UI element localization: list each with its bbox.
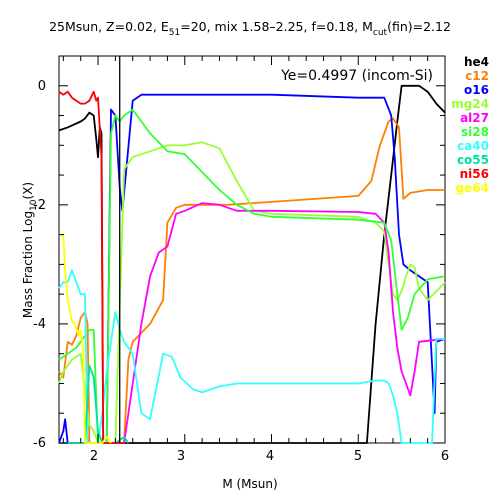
legend-entry: mg24	[451, 97, 489, 111]
legend-entry: ni56	[460, 167, 489, 181]
series-line-ge64	[59, 233, 112, 444]
legend: he4 c12 o16 mg24 al27 si28 ca40 co55 ni5…	[451, 55, 489, 195]
chart-title: 25Msun, Z=0.02, E51=20, mix 1.58–2.25, f…	[49, 19, 451, 38]
legend-entry: ca40	[457, 139, 489, 153]
x-axis-label: M (Msun)	[222, 477, 277, 491]
legend-entry: c12	[465, 69, 489, 83]
x-tick-label: 5	[354, 449, 362, 464]
legend-entry: ge64	[456, 181, 489, 195]
x-tick-label: 6	[441, 449, 449, 464]
y-tick-label: -4	[33, 317, 46, 332]
series-line-al27	[59, 202, 446, 444]
y-tick-label: -2	[33, 198, 46, 213]
series-line-si28	[58, 108, 446, 444]
ye-annotation: Ye=0.4997 (incom-Si)	[280, 68, 433, 84]
series-line-ca40	[58, 269, 445, 444]
x-tick-label: 2	[90, 449, 98, 464]
legend-entry: co55	[457, 153, 489, 167]
series-layer	[58, 84, 446, 444]
legend-entry: al27	[460, 111, 489, 125]
tick-layer	[59, 56, 446, 444]
x-tick-label: 4	[266, 449, 274, 464]
series-line-ni56	[58, 90, 125, 444]
x-tick-label: 3	[177, 449, 185, 464]
y-axis-label: Mass Fraction Log10(X)	[21, 182, 39, 318]
y-tick-label: -6	[33, 436, 46, 451]
legend-entry: si28	[461, 125, 489, 139]
y-tick-label: 0	[38, 79, 46, 94]
series-line-he4	[58, 84, 446, 444]
legend-entry: he4	[464, 55, 489, 69]
legend-entry: o16	[464, 83, 489, 97]
series-line-mg24	[58, 141, 446, 444]
